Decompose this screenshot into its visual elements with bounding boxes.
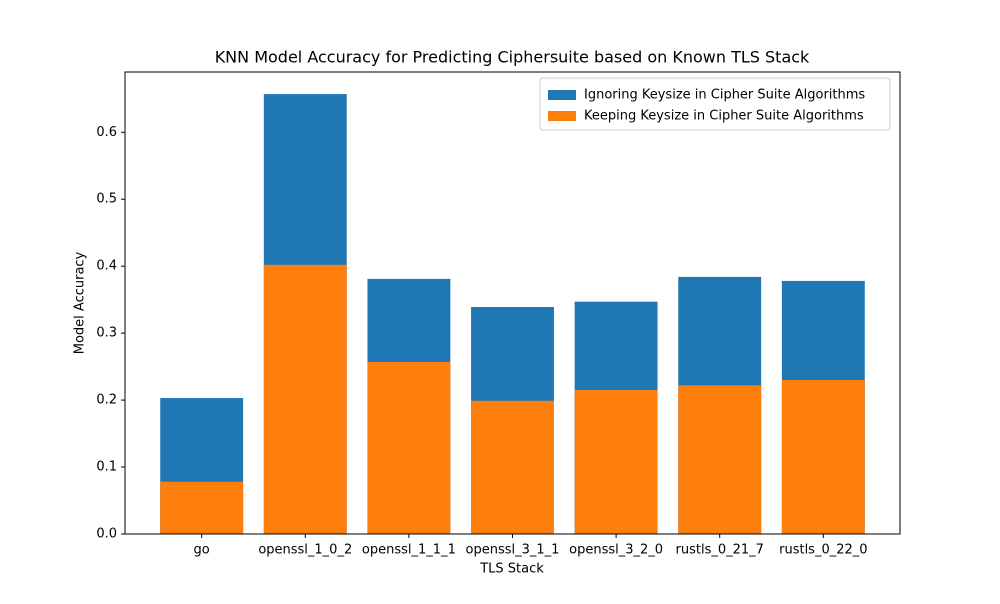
legend-swatch xyxy=(548,111,576,121)
y-tick-label: 0.3 xyxy=(96,326,117,341)
x-axis-label: TLS Stack xyxy=(479,562,544,577)
x-tick-label: openssl_1_0_2 xyxy=(258,543,352,558)
bar xyxy=(781,380,865,534)
bar xyxy=(574,390,658,534)
plot-frame xyxy=(124,71,901,535)
x-tick-label: openssl_3_2_0 xyxy=(569,543,663,558)
x-tick-label: rustls_0_22_0 xyxy=(779,543,867,558)
x-tick-label: openssl_3_1_1 xyxy=(466,543,560,558)
y-tick-label: 0.0 xyxy=(96,527,117,542)
y-tick-label: 0.2 xyxy=(96,393,117,408)
bar xyxy=(263,264,347,534)
legend-label: Ignoring Keysize in Cipher Suite Algorit… xyxy=(584,88,865,103)
legend-box xyxy=(539,77,891,131)
bar xyxy=(678,385,762,534)
legend-label: Keeping Keysize in Cipher Suite Algorith… xyxy=(584,109,864,124)
y-tick-label: 0.4 xyxy=(96,259,117,274)
x-tick-label: openssl_1_1_1 xyxy=(362,543,456,558)
y-tick-label: 0.1 xyxy=(96,460,117,475)
chart-title: KNN Model Accuracy for Predicting Cipher… xyxy=(215,48,810,67)
y-tick-label: 0.6 xyxy=(96,125,117,140)
legend-swatch xyxy=(548,90,576,100)
y-tick-label: 0.5 xyxy=(96,192,117,207)
bar xyxy=(471,400,554,534)
x-tick-label: rustls_0_21_7 xyxy=(676,543,764,558)
bar xyxy=(160,481,244,534)
bar xyxy=(367,361,451,534)
x-tick-label: go xyxy=(194,543,210,558)
y-axis-label: Model Accuracy xyxy=(73,251,88,354)
